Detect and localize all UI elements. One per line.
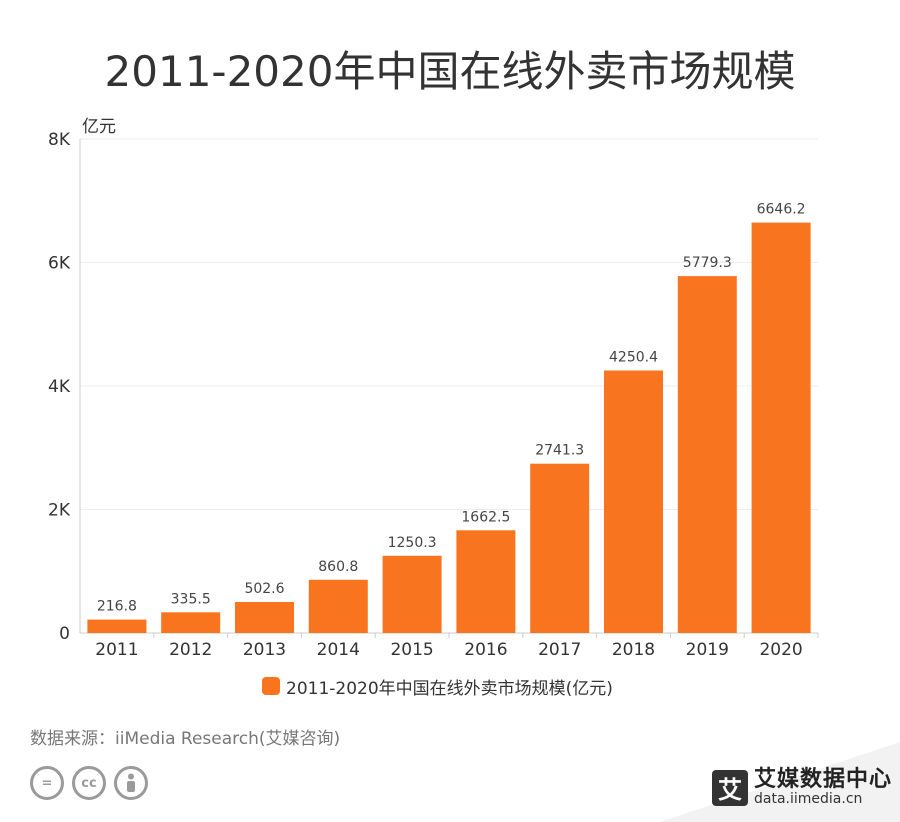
y-tick-label: 2K xyxy=(48,501,71,521)
bar-2013 xyxy=(235,602,294,633)
legend: 2011-2020年中国在线外卖市场规模(亿元) xyxy=(262,674,613,699)
brand-name: 艾媒数据中心 xyxy=(754,767,893,792)
bar-2015 xyxy=(382,555,442,633)
y-axis-label: 亿元 xyxy=(82,117,116,137)
bar-2020 xyxy=(751,222,811,633)
y-tick-label: 4K xyxy=(48,377,71,397)
x-tick-label: 2015 xyxy=(390,640,433,660)
data-label: 5779.3 xyxy=(683,255,732,271)
equals-icon: = xyxy=(30,766,64,800)
brand-logo: 艾 xyxy=(712,769,748,806)
cc-icon: cc xyxy=(72,766,106,800)
data-label: 216.8 xyxy=(97,599,137,615)
person-icon xyxy=(114,766,148,800)
y-tick-label: 0 xyxy=(59,624,70,644)
x-tick-label: 2013 xyxy=(243,640,286,660)
legend-label: 2011-2020年中国在线外卖市场规模(亿元) xyxy=(286,678,613,699)
x-tick-label: 2011 xyxy=(95,640,138,660)
x-tick-label: 2016 xyxy=(464,640,507,660)
bar-2018 xyxy=(604,370,663,633)
brand: 艾 艾媒数据中心 data.iimedia.cn xyxy=(712,767,893,808)
data-label: 2741.3 xyxy=(535,443,584,459)
y-tick-label: 6K xyxy=(48,254,71,274)
x-tick-label: 2017 xyxy=(538,640,581,660)
bar-2011 xyxy=(87,619,147,633)
bar-2014 xyxy=(308,579,368,633)
brand-url: data.iimedia.cn xyxy=(754,791,863,808)
data-label: 502.6 xyxy=(244,581,284,597)
x-tick-label: 2014 xyxy=(317,640,360,660)
source-note: 数据来源：iiMedia Research(艾媒咨询) xyxy=(30,729,341,749)
x-tick-label: 2012 xyxy=(169,640,212,660)
y-tick-label: 8K xyxy=(48,130,71,150)
data-label: 860.8 xyxy=(318,559,358,575)
x-tick-label: 2018 xyxy=(612,640,655,660)
data-label: 6646.2 xyxy=(757,202,806,218)
legend-swatch xyxy=(262,677,280,695)
data-label: 1662.5 xyxy=(461,509,510,525)
data-label: 4250.4 xyxy=(609,350,658,366)
chart-title: 2011-2020年中国在线外卖市场规模 xyxy=(104,47,796,96)
x-tick-label: 2019 xyxy=(686,640,729,660)
license-icons: = cc xyxy=(30,766,148,800)
bar-2017 xyxy=(530,463,590,633)
bar-2012 xyxy=(161,612,221,633)
data-label: 1250.3 xyxy=(388,535,437,551)
data-label: 335.5 xyxy=(171,591,211,607)
x-tick-label: 2020 xyxy=(759,640,802,660)
bar-2016 xyxy=(456,530,516,633)
bar-2019 xyxy=(677,276,737,633)
